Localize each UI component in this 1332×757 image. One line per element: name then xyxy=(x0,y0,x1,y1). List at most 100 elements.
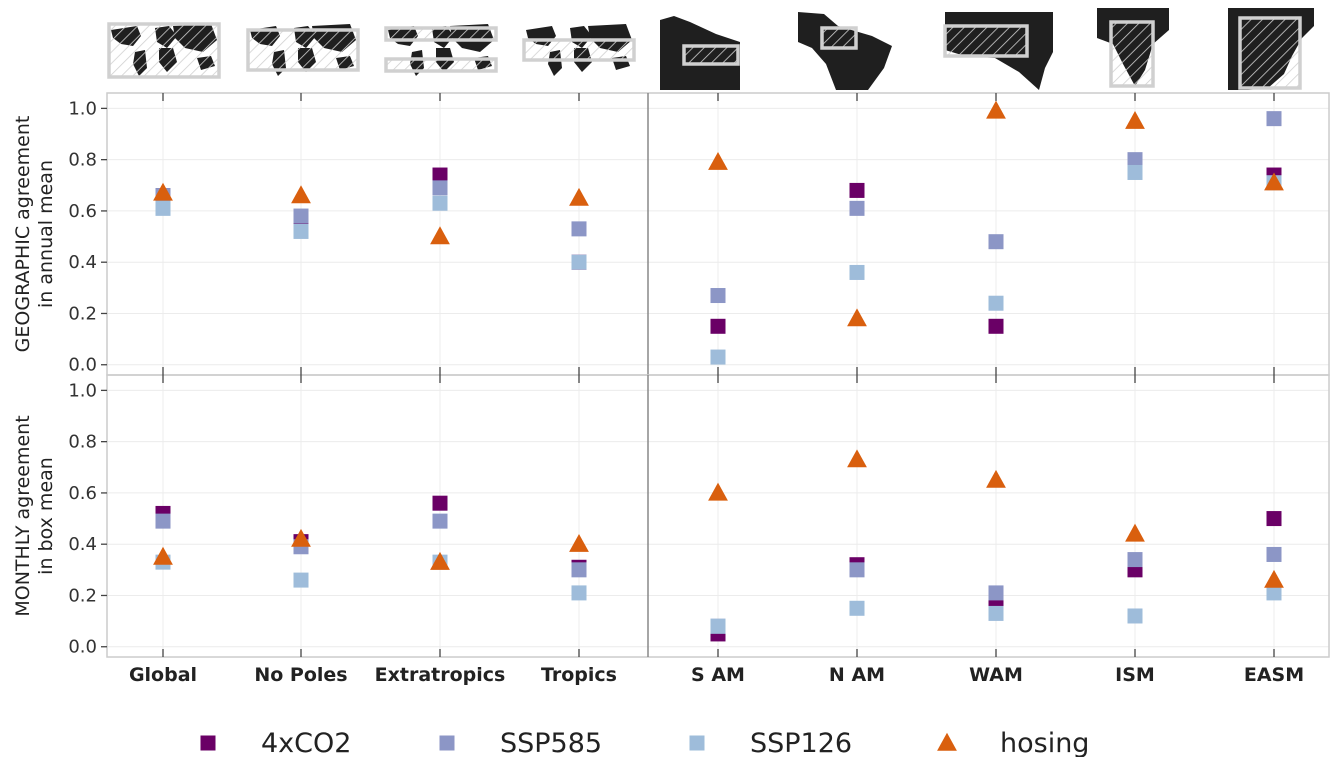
axis-labels: 0.0 0.2 0.4 0.6 0.8 1.0 GEOGRAPHIC agreementin… xyxy=(12,98,1304,686)
data-point-hosing xyxy=(153,182,173,201)
y-tick-label: 0.2 xyxy=(68,585,97,606)
data-point-ssp585 xyxy=(849,200,865,216)
data-point-hosing xyxy=(1125,523,1145,542)
data-point-ssp126 xyxy=(1127,608,1143,624)
y-tick-label: 0.8 xyxy=(68,432,97,453)
west-africa-box-icon xyxy=(943,12,1053,90)
data-point-hosing xyxy=(153,546,173,565)
axis-ticks xyxy=(101,93,1275,657)
data-point-ssp585 xyxy=(988,585,1004,601)
y-tick-label: 0.2 xyxy=(68,303,97,324)
y-tick-label: 0.8 xyxy=(68,150,97,171)
legend: 4xCO2 SSP585 SSP126 hosing xyxy=(200,728,1089,757)
region-maps xyxy=(107,8,1314,90)
legend-label: 4xCO2 xyxy=(261,728,351,757)
data-point-hosing xyxy=(291,185,311,204)
data-point-hosing xyxy=(569,533,589,552)
data-point-ssp126 xyxy=(1127,164,1143,180)
legend-marker-4xco2 xyxy=(200,735,216,751)
y-axis-title: GEOGRAPHIC agreementin annual mean xyxy=(12,116,57,353)
data-points xyxy=(153,100,1284,642)
data-point-ssp585 xyxy=(432,513,448,529)
y-tick-label: 0.0 xyxy=(68,637,97,658)
data-point-ssp126 xyxy=(571,585,587,601)
x-category-label: S AM xyxy=(691,664,745,686)
x-category-label: ISM xyxy=(1115,664,1155,686)
data-point-ssp126 xyxy=(710,618,726,634)
data-point-ssp585 xyxy=(571,221,587,237)
y-tick-label: 1.0 xyxy=(68,98,97,119)
data-point-hosing xyxy=(847,449,867,468)
data-point-hosing xyxy=(847,308,867,327)
data-point-4xco2 xyxy=(432,167,448,183)
data-point-ssp585 xyxy=(1266,111,1282,127)
legend-marker-ssp126 xyxy=(689,735,705,751)
data-point-ssp585 xyxy=(432,180,448,196)
northern-south-america-box-icon xyxy=(798,12,892,90)
data-point-hosing xyxy=(1125,110,1145,129)
data-point-hosing xyxy=(430,226,450,245)
x-category-label: Global xyxy=(129,664,197,686)
legend-label: SSP126 xyxy=(750,728,852,757)
data-point-hosing xyxy=(1264,172,1284,191)
y-tick-label: 0.4 xyxy=(68,252,97,273)
data-point-ssp585 xyxy=(988,234,1004,250)
legend-label: hosing xyxy=(1000,728,1089,757)
data-point-4xco2 xyxy=(710,318,726,334)
data-point-ssp126 xyxy=(293,223,309,239)
y-tick-label: 0.4 xyxy=(68,534,97,555)
india-box-icon xyxy=(1097,8,1169,88)
x-category-label: Extratropics xyxy=(375,664,506,686)
data-point-ssp126 xyxy=(155,200,171,216)
data-point-hosing xyxy=(986,100,1006,119)
data-point-4xco2 xyxy=(988,318,1004,334)
y-tick-label: 0.6 xyxy=(68,483,97,504)
data-point-ssp585 xyxy=(1266,546,1282,562)
data-point-hosing xyxy=(291,528,311,547)
data-point-ssp126 xyxy=(710,349,726,365)
data-point-ssp585 xyxy=(849,562,865,578)
data-point-hosing xyxy=(708,482,728,501)
data-point-ssp126 xyxy=(1266,585,1282,601)
y-axis-title: MONTHLY agreementin box mean xyxy=(12,415,57,616)
data-point-ssp126 xyxy=(849,600,865,616)
data-point-ssp126 xyxy=(988,605,1004,621)
x-category-label: Tropics xyxy=(541,664,617,686)
x-category-label: No Poles xyxy=(254,664,347,686)
data-point-4xco2 xyxy=(432,495,448,511)
data-point-ssp585 xyxy=(710,288,726,304)
gridlines xyxy=(107,93,1329,657)
world-map-global-box-icon xyxy=(107,22,221,79)
data-point-ssp585 xyxy=(293,208,309,224)
data-point-hosing xyxy=(430,551,450,570)
data-point-ssp585 xyxy=(571,562,587,578)
y-tick-label: 0.0 xyxy=(68,355,97,376)
data-point-hosing xyxy=(986,469,1006,488)
data-point-ssp585 xyxy=(155,513,171,529)
data-point-ssp126 xyxy=(988,295,1004,311)
y-tick-label: 1.0 xyxy=(68,380,97,401)
x-category-label: EASM xyxy=(1244,664,1304,686)
data-point-ssp126 xyxy=(849,264,865,280)
data-point-ssp585 xyxy=(1127,152,1143,168)
data-point-ssp126 xyxy=(571,254,587,270)
legend-marker-ssp585 xyxy=(439,735,455,751)
legend-label: SSP585 xyxy=(500,728,602,757)
world-map-no-poles-box-icon xyxy=(246,22,360,79)
y-tick-label: 0.6 xyxy=(68,201,97,222)
data-point-4xco2 xyxy=(849,182,865,198)
data-point-hosing xyxy=(569,187,589,206)
x-category-label: WAM xyxy=(969,664,1023,686)
east-asia-box-icon xyxy=(1228,8,1314,90)
x-category-label: N AM xyxy=(829,664,885,686)
world-map-tropics-box-icon xyxy=(522,22,636,79)
data-point-hosing xyxy=(1264,569,1284,588)
data-point-ssp585 xyxy=(1127,552,1143,568)
south-america-box-icon xyxy=(660,16,740,90)
legend-marker-hosing xyxy=(937,732,957,751)
data-point-ssp126 xyxy=(432,195,448,211)
data-point-hosing xyxy=(708,151,728,170)
data-point-ssp126 xyxy=(293,572,309,588)
data-point-4xco2 xyxy=(1266,511,1282,527)
